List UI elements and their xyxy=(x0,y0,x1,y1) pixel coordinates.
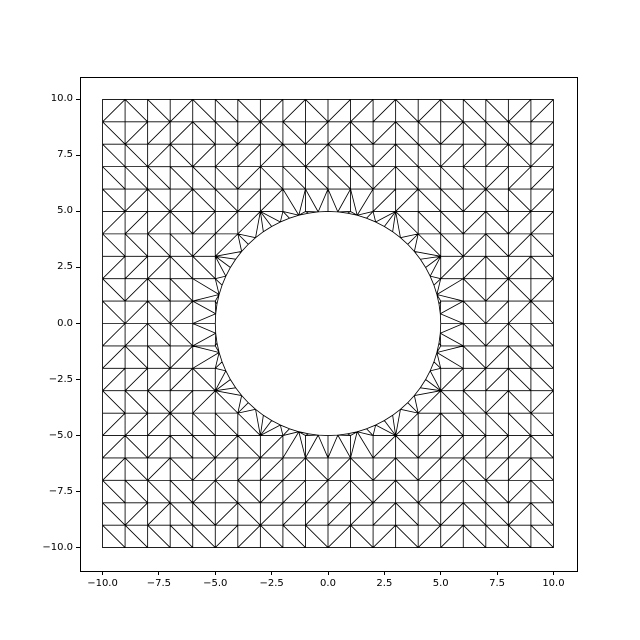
axes-frame xyxy=(80,77,578,572)
y-tick-mark xyxy=(76,547,80,549)
x-tick-label: 7.5 xyxy=(489,578,506,589)
x-tick-mark xyxy=(102,571,104,575)
y-tick-mark xyxy=(76,210,80,212)
y-tick-label: 5.0 xyxy=(57,205,73,217)
x-tick-label: −10.0 xyxy=(87,578,118,589)
y-tick-mark xyxy=(76,491,80,493)
x-tick-label: 2.5 xyxy=(376,578,393,589)
x-tick-mark xyxy=(440,571,442,575)
y-tick-mark xyxy=(76,379,80,381)
x-tick-label: 5.0 xyxy=(432,578,449,589)
y-tick-mark xyxy=(76,323,80,324)
x-tick-mark xyxy=(496,571,498,575)
x-tick-label: −5.0 xyxy=(203,578,228,589)
y-tick-label: 7.5 xyxy=(57,149,73,161)
y-tick-label: 10.0 xyxy=(50,93,73,105)
y-tick-mark xyxy=(76,266,80,268)
y-tick-label: 0.0 xyxy=(57,317,73,329)
y-tick-label: −5.0 xyxy=(48,429,73,441)
y-tick-mark xyxy=(76,98,80,100)
x-tick-mark xyxy=(552,571,554,575)
x-tick-mark xyxy=(158,571,160,575)
y-tick-label: −10.0 xyxy=(42,541,73,553)
y-tick-label: −7.5 xyxy=(48,485,73,497)
x-tick-label: −2.5 xyxy=(259,578,284,589)
mesh-plot xyxy=(80,77,576,570)
x-tick-mark xyxy=(327,571,329,575)
y-tick-label: 2.5 xyxy=(57,261,73,273)
x-tick-mark xyxy=(214,571,216,575)
x-tick-label: 0.0 xyxy=(320,578,336,589)
y-tick-mark xyxy=(76,154,80,156)
x-tick-mark xyxy=(271,571,273,575)
x-tick-mark xyxy=(383,571,385,575)
x-tick-label: 10.0 xyxy=(542,578,565,589)
y-tick-label: −2.5 xyxy=(48,373,73,385)
x-tick-label: −7.5 xyxy=(146,578,172,589)
y-tick-mark xyxy=(76,435,80,437)
